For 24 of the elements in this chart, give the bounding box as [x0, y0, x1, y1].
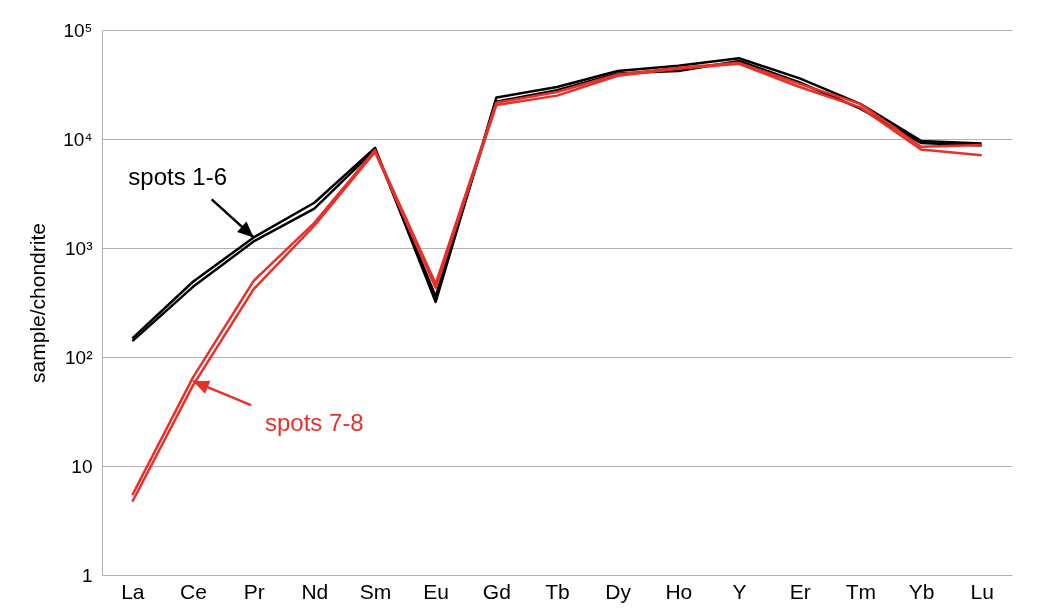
y-tick-label: 10	[71, 455, 93, 477]
y-tick-label: 10³	[65, 237, 93, 259]
x-tick-label: Tb	[545, 579, 570, 603]
annotation: spots 7-8	[265, 409, 364, 437]
x-tick-label: La	[121, 579, 145, 603]
x-tick-label: Tm	[845, 579, 876, 603]
x-tick-label: Dy	[605, 579, 632, 603]
y-tick-label: 1	[81, 564, 93, 586]
y-axis-title: sample/chondrite	[26, 223, 50, 383]
x-tick-label: Nd	[301, 579, 329, 603]
y-tick-label: 10⁴	[63, 128, 93, 150]
x-tick-label: Ce	[180, 579, 207, 603]
y-tick-label: 10⁵	[63, 19, 93, 41]
x-tick-label: Lu	[970, 579, 994, 603]
y-tick-label: 10²	[65, 346, 93, 368]
annotation: spots 1-6	[128, 163, 228, 191]
x-tick-label: Yb	[908, 579, 935, 603]
x-tick-label: Eu	[423, 579, 450, 603]
x-tick-label: Ho	[665, 579, 693, 603]
x-tick-label: Sm	[359, 579, 392, 603]
x-tick-label: Er	[789, 579, 811, 603]
x-tick-label: Pr	[243, 579, 265, 603]
x-tick-label: Y	[732, 579, 747, 603]
x-tick-label: Gd	[482, 579, 511, 603]
